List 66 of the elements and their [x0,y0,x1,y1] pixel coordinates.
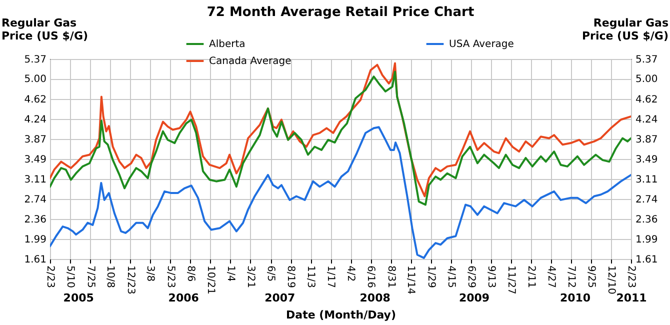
x-tick-label: 8/19 [285,266,296,288]
x-axis-title: Date (Month/Day) [286,308,396,322]
x-tick-label: 8/6 [184,266,196,282]
y2-tick-label: 2.74 [636,194,658,206]
x-tick-label: 6/16 [365,266,376,288]
y-tick-label: 4.62 [24,94,46,106]
y2-axis-title: Regular Gas Price (US $/G) [582,16,669,42]
x-tick-label: 5/10 [64,266,76,288]
x-tick-label: 6/29 [465,266,476,288]
y2-tick-label: 3.49 [636,154,658,166]
x-tick-label: 11/14 [405,266,416,294]
x-tick-label: 3/21 [244,266,256,288]
x-tick-label: 12/10 [606,266,617,294]
x-tick-label: 2/23 [626,266,636,288]
y-tick-label: 5.37 [24,54,46,66]
x-tick-label: 2/23 [44,266,56,288]
y2-tick-label: 4.24 [636,114,658,126]
x-tick-label: 6/5 [265,266,276,282]
y-tick-label: 2.36 [24,214,46,226]
chart-title: 72 Month Average Retail Price Chart [206,5,474,20]
y2-tick-label: 5.37 [636,54,658,66]
x2-tick-label: 2006 [168,292,200,304]
y-tick-label: 3.87 [24,134,46,146]
x-tick-label: 11/27 [505,266,516,294]
x2-tick-label: 2010 [560,292,591,304]
y2-tick-label: 1.61 [636,254,658,266]
x-tick-label: 1/17 [325,266,336,288]
y-axis-title: Regular Gas Price (US $/G) [2,16,88,42]
y2-tick-label: 3.11 [636,174,658,186]
x-tick-label: 8/31 [385,266,396,288]
x-tick-label: 4/27 [545,266,556,288]
x2-tick-label: 2005 [63,292,94,304]
x-tick-label: 11/3 [305,266,316,288]
y2-tick-label: 4.62 [636,94,658,106]
y-tick-label: 2.74 [24,194,46,206]
x-tick-label: 2/11 [526,266,537,288]
x-tick-label: 10/21 [204,266,216,294]
x2-tick-label: 2011 [616,292,647,304]
x-tick-label: 4/2 [345,266,356,282]
y2-tick-label: 2.36 [636,214,658,226]
x2-tick-label: 2009 [458,292,490,304]
x2-tick-label: 2007 [264,292,296,304]
x2-tick-label: 2008 [360,292,390,304]
y-tick-label: 5.00 [24,74,46,86]
x-tick-label: 1/4 [224,266,236,282]
y-tick-label: 3.49 [24,154,46,166]
x-tick-label: 7/12 [566,266,577,288]
x-tick-label: 9/25 [585,266,596,288]
x-tick-label: 4/15 [445,266,456,288]
legend-label: Canada Average [209,56,292,67]
y2-tick-label: 3.87 [636,134,658,146]
legend-label: Alberta [209,39,246,50]
x-tick-label: 9/13 [485,266,496,288]
y-tick-label: 3.11 [24,174,46,186]
x-tick-label: 1/29 [425,266,436,288]
x-tick-label: 10/8 [104,266,116,288]
x-tick-label: 12/23 [124,266,136,294]
x-tick-label: 3/8 [144,266,156,282]
y-tick-label: 4.24 [24,114,46,126]
y-tick-label: 1.61 [24,254,46,266]
y2-tick-label: 5.00 [636,74,658,86]
x-tick-label: 7/25 [84,266,96,288]
y2-tick-label: 1.99 [636,234,658,246]
legend-label: USA Average [449,39,514,50]
y-tick-label: 1.99 [24,234,46,246]
x-tick-label: 5/23 [164,266,176,288]
